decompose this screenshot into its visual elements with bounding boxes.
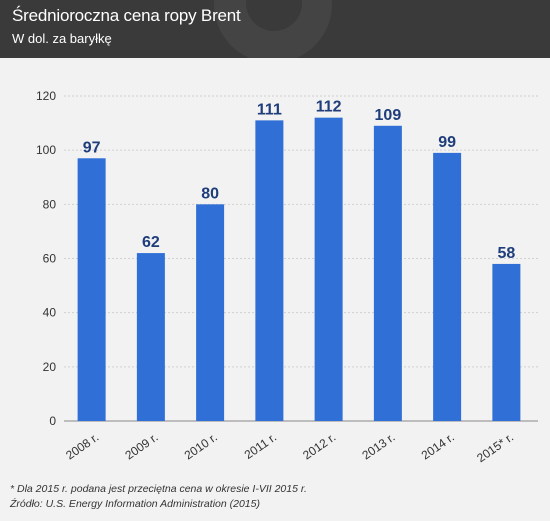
bar xyxy=(77,158,106,421)
data-label: 62 xyxy=(142,234,160,251)
data-label: 111 xyxy=(257,101,282,118)
bar-chart: 0 20 40 60 80 100 120 97 2008 r. 62 2009 r. 80 2010 … xyxy=(36,89,538,465)
y-tick-label: 40 xyxy=(43,306,57,320)
bar xyxy=(373,125,402,422)
bar xyxy=(492,263,521,421)
data-label: 97 xyxy=(83,139,101,156)
bar xyxy=(314,117,343,421)
x-tick-label: 2012 r. xyxy=(300,430,338,463)
x-tick-label: 2015* r. xyxy=(474,430,516,465)
footnote: * Dla 2015 r. podana jest przeciętna cen… xyxy=(10,483,307,495)
y-tick-label: 60 xyxy=(43,252,57,266)
chart-footer: * Dla 2015 r. podana jest przeciętna cen… xyxy=(10,482,307,512)
x-tick-label: 2013 r. xyxy=(360,430,398,463)
chart-header: Średnioroczna cena ropy Brent W dol. za … xyxy=(0,0,550,58)
x-tick-label: 2011 r. xyxy=(242,430,279,462)
y-tick-label: 100 xyxy=(36,143,56,157)
y-tick-label: 80 xyxy=(43,197,57,211)
bar xyxy=(196,204,225,421)
bar xyxy=(136,253,165,421)
x-tick-label: 2014 r. xyxy=(419,430,457,463)
y-tick-label: 120 xyxy=(36,89,56,103)
x-tick-label: 2010 r. xyxy=(182,430,220,463)
y-tick-label: 20 xyxy=(43,360,57,374)
x-tick-label: 2009 r. xyxy=(123,430,161,463)
source-note: Źródło: U.S. Energy Information Administ… xyxy=(10,498,260,510)
bar xyxy=(433,152,462,421)
data-label: 112 xyxy=(316,99,342,116)
data-label: 99 xyxy=(438,134,456,151)
data-label: 109 xyxy=(375,107,402,124)
x-tick-label: 2008 r. xyxy=(63,430,101,463)
y-tick-label: 0 xyxy=(49,414,56,428)
data-label: 58 xyxy=(497,245,515,262)
chart-title: Średnioroczna cena ropy Brent xyxy=(12,6,241,25)
data-label: 80 xyxy=(201,185,219,202)
bar xyxy=(255,120,284,421)
chart-subtitle: W dol. za baryłkę xyxy=(12,31,112,46)
